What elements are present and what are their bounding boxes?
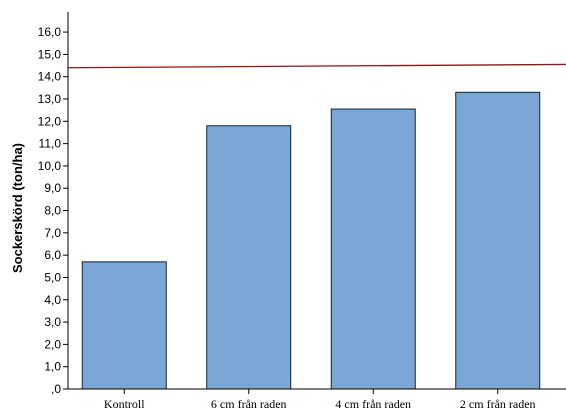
x-tick-label: 6 cm från raden — [211, 397, 287, 411]
y-tick-label: 10,0 — [38, 159, 62, 173]
x-tick-label: Kontroll — [104, 397, 145, 411]
bar — [206, 125, 292, 390]
y-tick-label: 9,0 — [44, 181, 61, 195]
x-tick-label: 2 cm från raden — [460, 397, 536, 411]
y-tick-label: 13,0 — [38, 92, 62, 106]
y-tick-label: 16,0 — [38, 25, 62, 39]
y-tick-label: 7,0 — [44, 226, 61, 240]
y-axis-label: Sockerskörd (ton/ha) — [10, 143, 25, 273]
y-tick-label: 12,0 — [38, 114, 62, 128]
y-tick-label: 2,0 — [44, 337, 61, 351]
reference-line — [67, 63, 566, 69]
y-tick-label: 15,0 — [38, 47, 62, 61]
bar — [81, 261, 167, 390]
y-tick-label: 4,0 — [44, 293, 61, 307]
y-tick-label: 8,0 — [44, 204, 61, 218]
y-tick-label: 1,0 — [44, 360, 61, 374]
bar — [455, 91, 541, 390]
plot-area: ,0 1,0 2,0 3,0 4,0 5,0 6,0 7,0 8,0 9,0 10,0 11,0 12,… — [38, 12, 566, 411]
bar — [330, 108, 416, 390]
y-tick-label: 11,0 — [39, 137, 62, 151]
y-tick-label: 3,0 — [44, 315, 61, 329]
y-tick-label: ,0 — [51, 382, 61, 396]
x-tick-label: 4 cm från raden — [335, 397, 411, 411]
y-tick-label: 6,0 — [44, 248, 61, 262]
y-tick-label: 5,0 — [44, 270, 61, 284]
y-tick-label: 14,0 — [38, 70, 62, 84]
